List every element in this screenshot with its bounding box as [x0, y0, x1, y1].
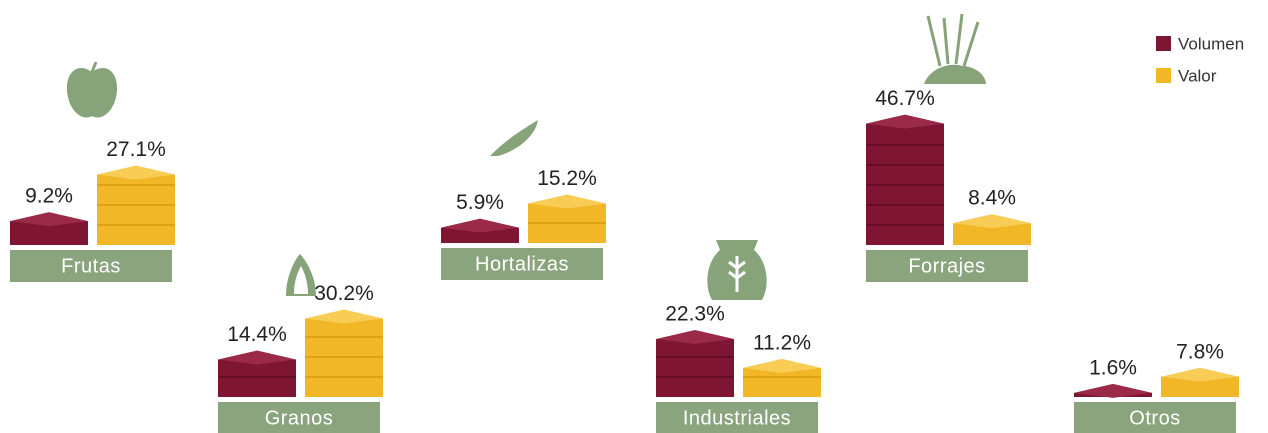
- bar-top: [528, 194, 606, 209]
- seed-icon: [286, 254, 316, 296]
- category-box: [1074, 402, 1236, 433]
- value-label: 8.4%: [968, 187, 1016, 210]
- apple-icon: [66, 68, 118, 118]
- category-box: [218, 402, 380, 433]
- bar-top: [1161, 367, 1239, 382]
- bar-top: [97, 165, 175, 180]
- category-label: Frutas: [61, 255, 121, 277]
- bar-top: [866, 114, 944, 129]
- legend-swatch: [1156, 68, 1171, 83]
- value-label: 7.8%: [1176, 340, 1224, 363]
- value-label: 27.1%: [106, 138, 166, 161]
- bar-top: [953, 214, 1031, 229]
- icons: [66, 13, 986, 300]
- bar: [1161, 376, 1239, 397]
- bar-top: [743, 358, 821, 373]
- value-label: 22.3%: [665, 303, 725, 326]
- bar-top: [1074, 383, 1152, 398]
- legend: Volumen Valor: [1156, 34, 1244, 85]
- apple-stem: [90, 61, 98, 73]
- value-label: 46.7%: [875, 87, 935, 110]
- bar: [10, 221, 88, 245]
- category-box: [866, 250, 1028, 282]
- bar-top: [10, 212, 88, 227]
- bar: [953, 223, 1031, 245]
- category-box: [10, 250, 172, 282]
- bar: [218, 359, 296, 397]
- category-label: Forrajes: [908, 255, 985, 277]
- legend-label: Valor: [1178, 66, 1217, 85]
- category-label: Industriales: [683, 407, 791, 429]
- category-label: Otros: [1129, 407, 1180, 429]
- category-box: [441, 248, 603, 280]
- value-label: 30.2%: [314, 282, 374, 305]
- bar-top: [441, 218, 519, 233]
- category-label: Hortalizas: [475, 253, 569, 275]
- bar: [441, 227, 519, 243]
- legend-swatch: [1156, 36, 1171, 51]
- value-label: 9.2%: [25, 185, 73, 208]
- legend-label: Volumen: [1178, 34, 1244, 53]
- category-box: [656, 402, 818, 433]
- bar: [656, 339, 734, 397]
- bar-top: [218, 350, 296, 365]
- bar: [97, 174, 175, 245]
- value-label: 5.9%: [456, 191, 504, 214]
- bar-top: [305, 309, 383, 324]
- forage-leaves: [926, 13, 980, 67]
- value-label: 1.6%: [1089, 356, 1137, 379]
- bar-top: [656, 330, 734, 345]
- wheat-icon: [728, 256, 746, 292]
- chili-icon: [490, 120, 538, 156]
- forage-icon: [924, 64, 986, 84]
- category-label: Granos: [265, 407, 334, 429]
- value-label: 11.2%: [753, 331, 811, 354]
- value-label: 14.4%: [227, 323, 287, 346]
- value-label: 15.2%: [537, 167, 597, 190]
